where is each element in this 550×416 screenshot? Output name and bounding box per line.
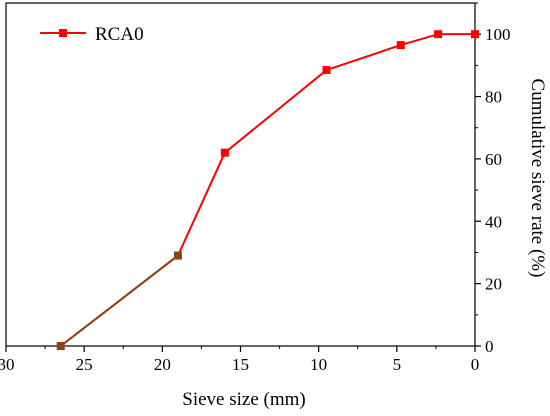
data-point — [471, 30, 479, 39]
y-tick-label: 20 — [485, 275, 502, 294]
y-axis-title: Cumulative sieve rate (%) — [527, 79, 548, 278]
x-tick-label: 15 — [232, 355, 249, 374]
data-point — [173, 251, 182, 260]
legend: RCA0 — [40, 24, 144, 45]
x-tick-label: 20 — [154, 355, 171, 374]
x-axis-ticks: 30 25 20 15 10 5 0 — [0, 346, 479, 374]
legend-marker — [59, 29, 67, 37]
x-tick-label: 0 — [471, 355, 480, 374]
x-tick-label: 30 — [0, 355, 15, 374]
data-point — [56, 342, 65, 350]
data-point — [396, 41, 405, 50]
x-tick-label: 10 — [310, 355, 327, 374]
data-point — [322, 66, 331, 75]
series-layer — [56, 30, 479, 350]
y-tick-label: 60 — [485, 150, 502, 169]
y-tick-label: 40 — [485, 212, 502, 231]
data-point — [434, 30, 443, 39]
y-tick-label: 80 — [485, 88, 502, 107]
y-axis-ticks: 0 20 40 60 80 100 — [475, 2, 511, 356]
y-tick-label: 100 — [485, 25, 511, 44]
x-axis-title: Sieve size (mm) — [182, 389, 305, 410]
plot-frame — [5, 2, 476, 347]
plot-area — [5, 2, 476, 347]
x-tick-label: 5 — [393, 355, 402, 374]
overlay-segment — [60, 254, 179, 347]
data-point — [220, 148, 229, 157]
y-tick-label: 0 — [485, 337, 494, 356]
legend-label: RCA0 — [95, 24, 144, 45]
x-tick-label: 25 — [76, 355, 93, 374]
